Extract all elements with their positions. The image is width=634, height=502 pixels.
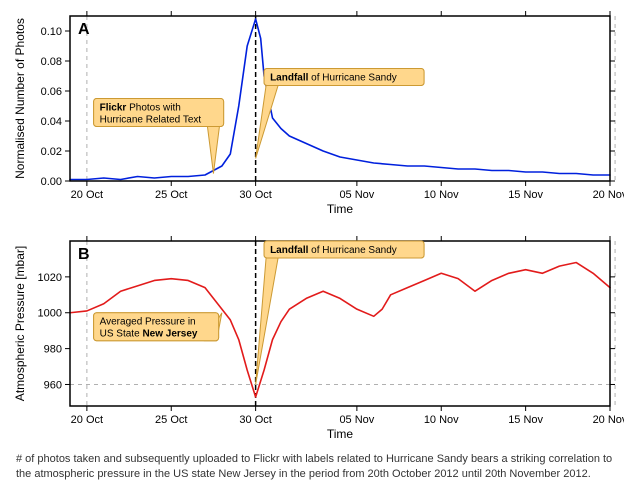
svg-text:Normalised Number of Photos: Normalised Number of Photos <box>13 18 27 179</box>
svg-text:Time: Time <box>327 202 354 216</box>
svg-text:05 Nov: 05 Nov <box>339 414 374 426</box>
svg-text:30 Oct: 30 Oct <box>239 414 271 426</box>
svg-text:10 Nov: 10 Nov <box>424 414 459 426</box>
svg-text:10 Nov: 10 Nov <box>424 189 459 201</box>
svg-text:0.08: 0.08 <box>41 56 62 68</box>
svg-text:Averaged Pressure inUS State N: Averaged Pressure inUS State New Jersey <box>100 317 198 340</box>
svg-text:0.06: 0.06 <box>41 86 62 98</box>
svg-text:15 Nov: 15 Nov <box>508 189 543 201</box>
svg-text:20 Nov: 20 Nov <box>593 189 624 201</box>
svg-text:20 Nov: 20 Nov <box>593 414 624 426</box>
svg-text:980: 980 <box>44 344 62 356</box>
svg-text:30 Oct: 30 Oct <box>239 189 271 201</box>
svg-text:0.00: 0.00 <box>41 176 62 188</box>
svg-text:25 Oct: 25 Oct <box>155 189 187 201</box>
svg-text:20 Oct: 20 Oct <box>71 414 103 426</box>
chart-svg: 0.00 0.02 0.04 0.06 0.08 0.10 20 Oct 25 Oct 30 O… <box>10 10 624 440</box>
svg-text:20 Oct: 20 Oct <box>71 189 103 201</box>
svg-text:25 Oct: 25 Oct <box>155 414 187 426</box>
figure-container: 0.00 0.02 0.04 0.06 0.08 0.10 20 Oct 25 Oct 30 O… <box>10 10 624 440</box>
svg-text:B: B <box>78 246 90 263</box>
svg-text:0.10: 0.10 <box>41 26 62 38</box>
svg-text:Landfall of Hurricane Sandy: Landfall of Hurricane Sandy <box>270 73 397 84</box>
svg-text:Landfall of Hurricane Sandy: Landfall of Hurricane Sandy <box>270 245 397 256</box>
svg-text:15 Nov: 15 Nov <box>508 414 543 426</box>
svg-text:Atmospheric Pressure [mbar]: Atmospheric Pressure [mbar] <box>13 246 27 401</box>
svg-text:1000: 1000 <box>38 308 62 320</box>
svg-text:A: A <box>78 21 90 38</box>
svg-text:Time: Time <box>327 427 354 440</box>
figure-caption: # of photos taken and subsequently uploa… <box>10 448 624 483</box>
svg-text:1020: 1020 <box>38 272 62 284</box>
svg-text:0.04: 0.04 <box>41 116 62 128</box>
svg-text:960: 960 <box>44 379 62 391</box>
svg-text:0.02: 0.02 <box>41 146 62 158</box>
svg-text:05 Nov: 05 Nov <box>339 189 374 201</box>
